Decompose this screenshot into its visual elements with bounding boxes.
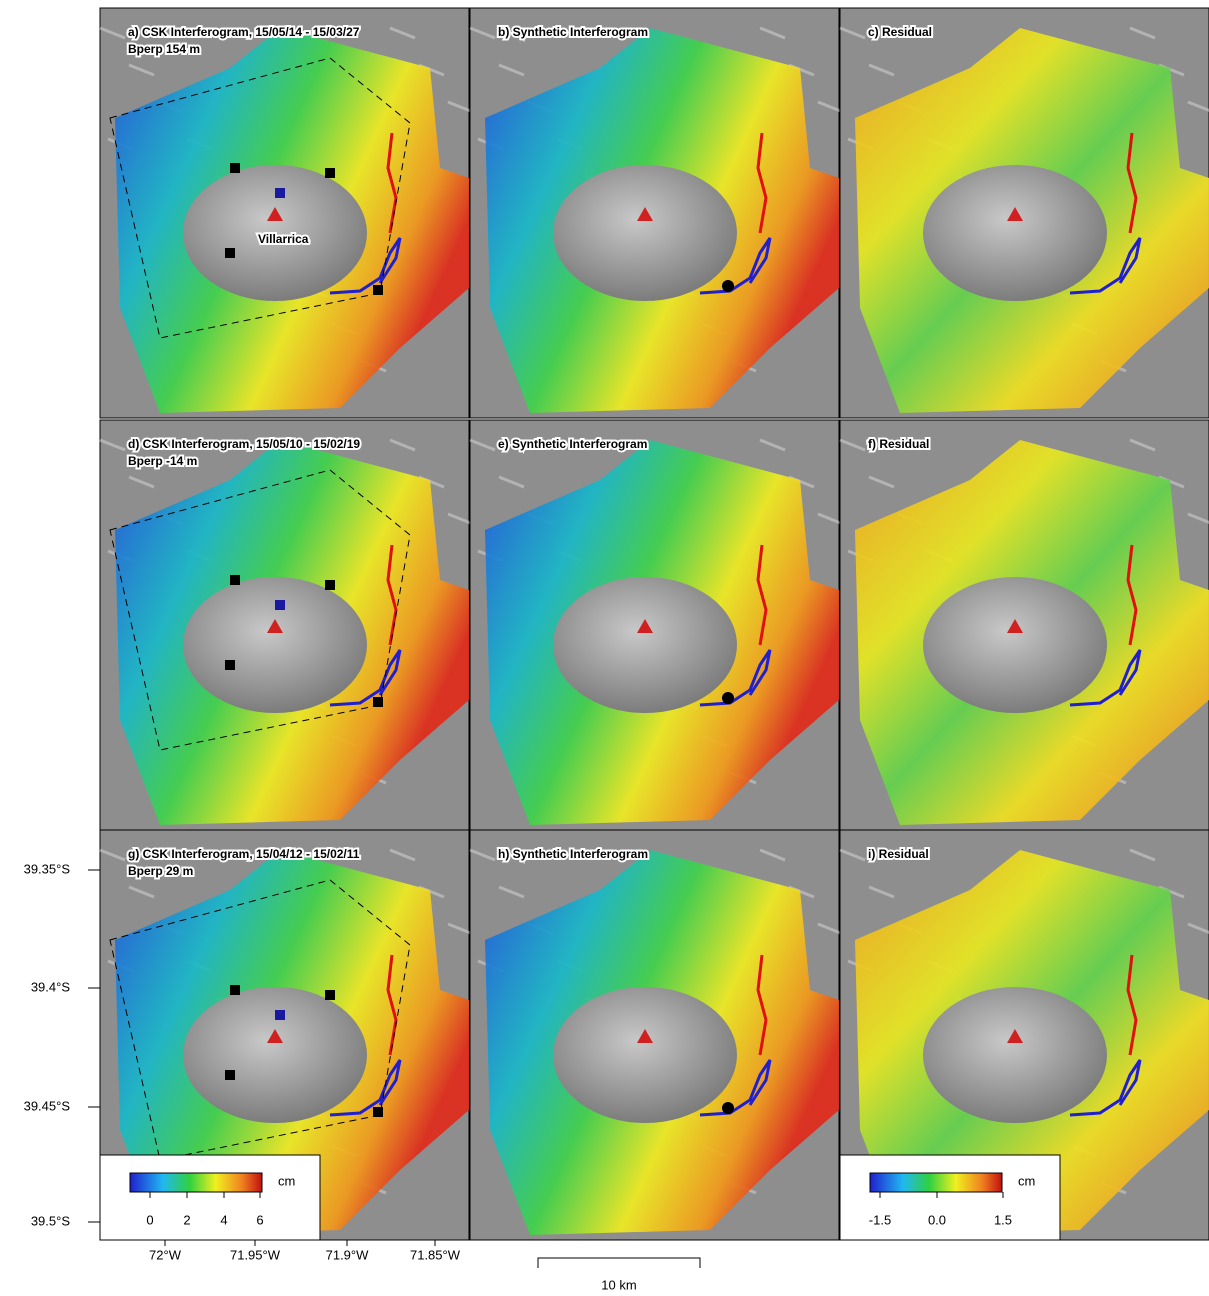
panel-title: c) Residual: [868, 25, 932, 39]
panel-title: f) Residual: [868, 437, 929, 451]
map-panel: a) CSK Interferogram, 15/05/14 - 15/03/2…: [100, 8, 473, 418]
station: [225, 660, 235, 670]
scale-bar: [538, 1258, 700, 1268]
station: [325, 580, 335, 590]
volcano: [553, 577, 737, 713]
volcano: [183, 577, 367, 713]
source: [722, 1102, 734, 1114]
station: [230, 985, 240, 995]
map-panel: c) Residual: [840, 8, 1209, 418]
map-panel: h) Synthetic Interferogram: [470, 830, 843, 1240]
baseline: Bperp 154 m: [128, 42, 200, 56]
longitude-label: 71.95°W: [230, 1247, 281, 1262]
colorbar: [130, 1173, 262, 1192]
longitude-label: 71.85°W: [410, 1247, 461, 1262]
station: [325, 168, 335, 178]
place-label: Villarrica: [258, 232, 309, 246]
station: [325, 990, 335, 1000]
figure: a) CSK Interferogram, 15/05/14 - 15/03/2…: [0, 0, 1209, 1296]
map-panel: b) Synthetic Interferogram: [470, 8, 843, 418]
panel-title: i) Residual: [868, 847, 929, 861]
station: [275, 188, 285, 198]
panel-title: e) Synthetic Interferogram: [498, 437, 647, 451]
colorbar: [870, 1173, 1002, 1192]
colorbar-box: [100, 1155, 320, 1240]
map-panel: f) Residual: [840, 420, 1209, 830]
longitude-label: 71.9°W: [326, 1247, 370, 1262]
latitude-label: 39.5°S: [31, 1213, 71, 1228]
latitude-label: 39.45°S: [24, 1098, 71, 1113]
station: [275, 600, 285, 610]
longitude-label: 72°W: [149, 1247, 182, 1262]
colorbar-tick-label: 0: [146, 1212, 153, 1227]
panel-title: h) Synthetic Interferogram: [498, 847, 648, 861]
baseline: Bperp -14 m: [128, 454, 197, 468]
volcano: [553, 987, 737, 1123]
colorbar-tick-label: -1.5: [869, 1212, 891, 1227]
colorbar-tick-label: 1.5: [994, 1212, 1012, 1227]
station: [275, 1010, 285, 1020]
baseline: Bperp 29 m: [128, 864, 193, 878]
source: [722, 692, 734, 704]
station: [373, 285, 383, 295]
volcano: [183, 987, 367, 1123]
panel-title: d) CSK Interferogram, 15/05/10 - 15/02/1…: [128, 437, 360, 451]
panel-title: a) CSK Interferogram, 15/05/14 - 15/03/2…: [128, 25, 360, 39]
panel-title: g) CSK Interferogram, 15/04/12 - 15/02/1…: [128, 847, 360, 861]
latitude-label: 39.35°S: [24, 861, 71, 876]
latitude-label: 39.4°S: [31, 979, 71, 994]
map-panel: d) CSK Interferogram, 15/05/10 - 15/02/1…: [100, 420, 473, 830]
volcano: [923, 987, 1107, 1123]
station: [373, 697, 383, 707]
station: [225, 1070, 235, 1080]
colorbar-unit: cm: [1018, 1173, 1035, 1188]
map-panel: e) Synthetic Interferogram: [470, 420, 843, 830]
panel-title: b) Synthetic Interferogram: [498, 25, 648, 39]
station: [230, 575, 240, 585]
station: [373, 1107, 383, 1117]
volcano: [923, 165, 1107, 301]
source: [722, 280, 734, 292]
colorbar-tick-label: 2: [183, 1212, 190, 1227]
volcano: [923, 577, 1107, 713]
station: [230, 163, 240, 173]
colorbar-tick-label: 0.0: [928, 1212, 946, 1227]
scale-label: 10 km: [601, 1277, 636, 1292]
colorbar-unit: cm: [278, 1173, 295, 1188]
colorbar-tick-label: 6: [256, 1212, 263, 1227]
colorbar-tick-label: 4: [220, 1212, 227, 1227]
volcano: [553, 165, 737, 301]
station: [225, 248, 235, 258]
